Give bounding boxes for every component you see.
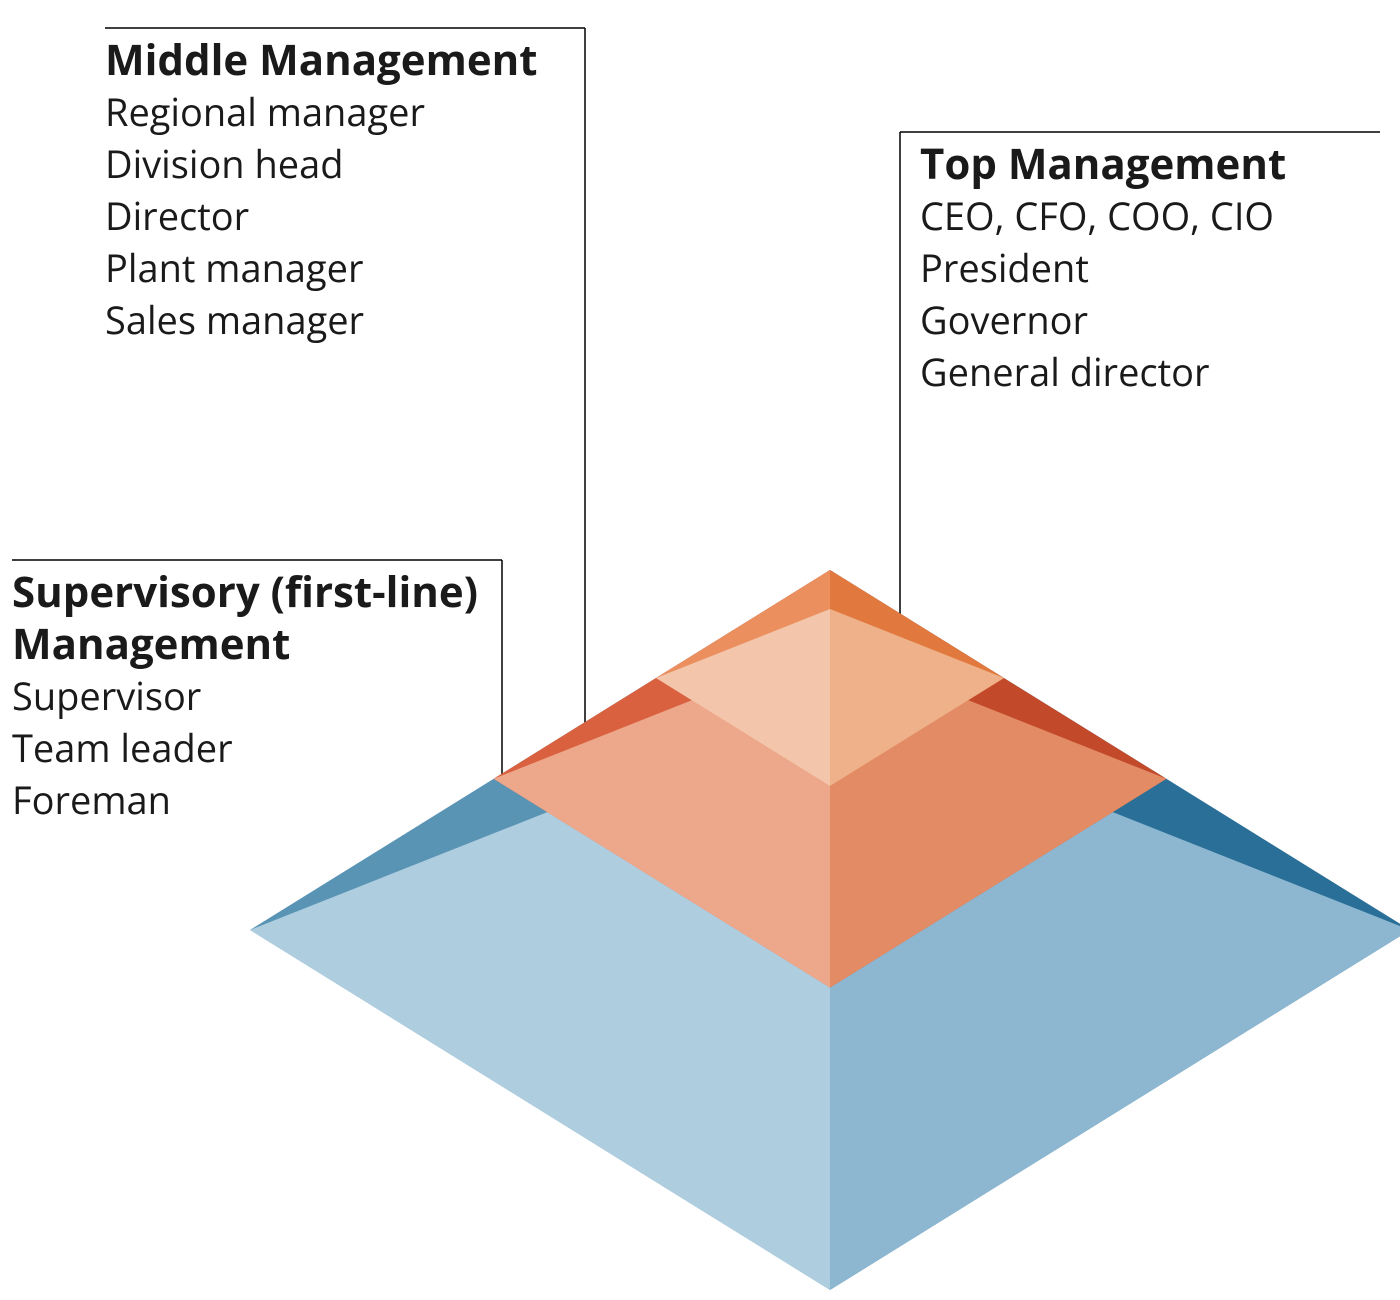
management-pyramid bbox=[230, 500, 1400, 1300]
